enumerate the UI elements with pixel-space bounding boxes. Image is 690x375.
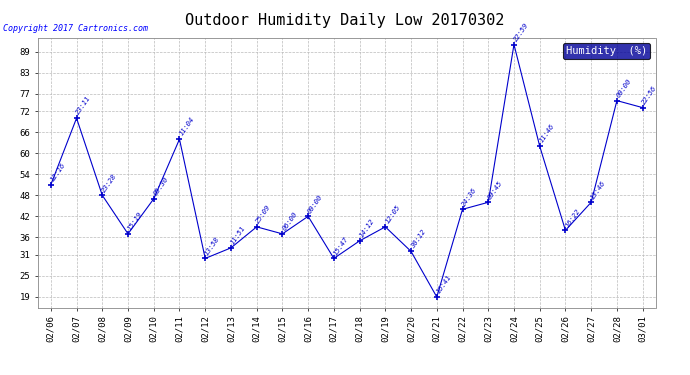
Text: 00:00: 00:00	[615, 78, 633, 98]
Text: 00:00: 00:00	[307, 193, 324, 214]
Text: 16:41: 16:41	[435, 274, 453, 295]
Text: 15:47: 15:47	[333, 236, 350, 256]
Text: 25:09: 25:09	[255, 204, 273, 225]
Text: 12:05: 12:05	[384, 204, 401, 225]
Text: 09:45: 09:45	[487, 179, 504, 200]
Text: 06:00: 06:00	[281, 211, 298, 232]
Text: 05:30: 05:30	[152, 176, 170, 197]
Text: 11:46: 11:46	[538, 123, 555, 144]
Text: 23:11: 23:11	[75, 95, 92, 116]
Text: 12:16: 12:16	[50, 162, 67, 183]
Legend: Humidity  (%): Humidity (%)	[563, 43, 650, 59]
Text: 23:28: 23:28	[101, 172, 118, 193]
Text: 11:04: 11:04	[178, 116, 195, 137]
Text: 16:22: 16:22	[564, 207, 581, 228]
Text: 11:51: 11:51	[230, 225, 247, 246]
Text: 22:59: 22:59	[513, 21, 530, 42]
Text: 13:46: 13:46	[590, 179, 607, 200]
Text: 30:12: 30:12	[410, 228, 427, 249]
Text: 22:56: 22:56	[641, 85, 658, 105]
Text: 13:58: 13:58	[204, 236, 221, 256]
Text: 15:19: 15:19	[127, 211, 144, 232]
Text: Outdoor Humidity Daily Low 20170302: Outdoor Humidity Daily Low 20170302	[186, 13, 504, 28]
Text: 14:12: 14:12	[358, 218, 375, 238]
Text: 24:36: 24:36	[461, 186, 478, 207]
Text: Copyright 2017 Cartronics.com: Copyright 2017 Cartronics.com	[3, 24, 148, 33]
